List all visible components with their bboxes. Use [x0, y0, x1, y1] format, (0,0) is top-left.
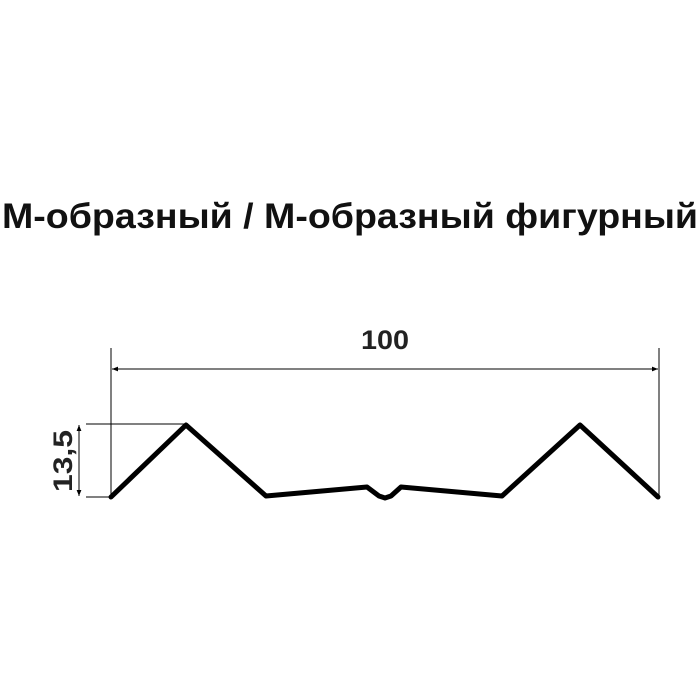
drawing-title: М-образный / М-образный фигурный [2, 197, 698, 236]
width-label: 100 [361, 325, 409, 355]
height-dimension: 13,5 [48, 423, 186, 498]
height-label: 13,5 [48, 430, 78, 492]
m-profile-shape [108, 422, 661, 501]
width-dimension: 100 [110, 325, 660, 497]
